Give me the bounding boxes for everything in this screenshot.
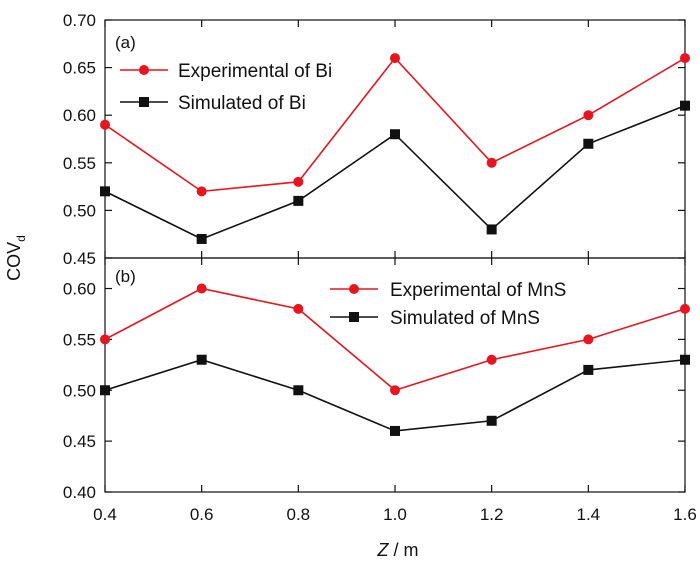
panel-b-series-2-point xyxy=(196,354,207,365)
x-tick-label: 0.4 xyxy=(93,505,117,524)
panel-b-series-1-point xyxy=(486,354,497,365)
panel-b-series-2-point xyxy=(486,415,497,426)
panel-a-series-1-point xyxy=(486,157,497,168)
panel-b-series-2-point xyxy=(293,385,304,396)
panel-a-series-2-point xyxy=(196,233,207,244)
panel-b: 0.40 0.45 0.50 0.55 0.60 (b) Experimental of M… xyxy=(63,257,690,502)
panel-a-series-1-point xyxy=(293,176,304,187)
panel-a-series-2-point xyxy=(680,100,690,111)
panel-a-series-2-point xyxy=(583,138,594,149)
panel-b-series-2 xyxy=(100,354,690,436)
panel-b-y-tick-label: 0.60 xyxy=(63,280,96,299)
panel-a-series-1-point xyxy=(100,119,110,130)
panel-b-y-tick-label: 0.40 xyxy=(63,483,96,502)
panel-b-series-1-point xyxy=(293,303,304,314)
x-tick-labels: 0.4 0.6 0.8 1.0 1.2 1.4 1.6 xyxy=(93,505,697,524)
x-tick-label: 1.0 xyxy=(383,505,407,524)
panel-b-legend-marker xyxy=(349,312,359,322)
panel-b-y-tick-label: 0.45 xyxy=(63,432,96,451)
x-tick-label: 1.4 xyxy=(577,505,601,524)
panel-a-y-tick-label: 0.70 xyxy=(63,11,96,30)
panel-b-series-2-point xyxy=(583,364,594,375)
x-tick-label: 1.6 xyxy=(673,505,697,524)
panel-b-series-2-point xyxy=(680,354,690,365)
y-axis-label-subscript: d xyxy=(14,235,28,242)
panel-a-legend-label: Experimental of Bi xyxy=(178,61,332,82)
panel-b-series-1-point xyxy=(680,303,690,314)
panel-a-series-1-point xyxy=(680,53,690,64)
panel-a-y-tick-label: 0.45 xyxy=(63,249,96,268)
x-tick-label: 0.6 xyxy=(190,505,214,524)
x-tick-label: 0.8 xyxy=(287,505,311,524)
panel-b-series-1-line xyxy=(104,287,686,392)
panel-a-series-2-point xyxy=(100,186,110,197)
x-axis-label: Z / m xyxy=(377,540,419,560)
panel-a-y-tick-label: 0.65 xyxy=(63,59,96,78)
panel-b-legend-entry-2: Simulated of MnS xyxy=(330,308,540,329)
plot-area: 0.45 0.50 0.55 0.60 0.65 0.70 (a) Experimental … xyxy=(63,11,697,524)
panel-a-y-tick-label: 0.55 xyxy=(63,154,96,173)
y-axis-label-main: COV xyxy=(4,242,24,281)
panel-a-y-tick-label: 0.50 xyxy=(63,201,96,220)
panel-a-legend-label: Simulated of Bi xyxy=(178,93,306,114)
panel-a-y-tick-label: 0.60 xyxy=(63,106,96,125)
panel-a-legend-marker xyxy=(139,97,149,107)
panel-b-legend-entry-1: Experimental of MnS xyxy=(330,280,566,301)
panel-a-series-1 xyxy=(100,53,690,197)
panel-b-legend-marker xyxy=(349,284,359,294)
panel-a-series-1-point xyxy=(390,53,400,64)
panel-b-series-1-point xyxy=(196,283,207,294)
panel-a-series-1-point xyxy=(583,110,594,121)
panel-b-y-tick-label: 0.55 xyxy=(63,330,96,349)
x-axis-label-italic: Z xyxy=(377,540,390,560)
panel-a-series-1-point xyxy=(196,186,207,197)
y-axis-label: COVd xyxy=(4,235,28,281)
panel-b-series-2-point xyxy=(390,425,400,436)
panel-a-series-2 xyxy=(100,100,690,244)
panel-b-y-tick-label: 0.50 xyxy=(63,381,96,400)
panel-a-label: (a) xyxy=(115,33,136,52)
panel-b-series-1 xyxy=(100,283,690,396)
panel-b-series-1-point xyxy=(390,385,400,396)
panel-a-series-2-point xyxy=(293,195,304,206)
panel-a-legend-entry-1: Experimental of Bi xyxy=(120,61,332,82)
panel-b-series-2-point xyxy=(100,385,110,396)
panel-a-series-2-point xyxy=(390,129,400,140)
panel-b-legend-label: Experimental of MnS xyxy=(390,280,566,301)
panel-a-series-2-point xyxy=(486,224,497,235)
panel-a-legend-marker xyxy=(139,65,149,75)
panel-b-label: (b) xyxy=(115,267,136,286)
panel-a-legend-entry-2: Simulated of Bi xyxy=(120,93,306,114)
panel-b-series-2-line xyxy=(104,358,686,432)
panel-a: 0.45 0.50 0.55 0.60 0.65 0.70 (a) Experimental … xyxy=(63,11,690,268)
panel-a-series-2-line xyxy=(104,104,686,240)
x-axis-label-unit: / m xyxy=(389,540,419,560)
x-tick-label: 1.2 xyxy=(480,505,504,524)
panel-b-legend-label: Simulated of MnS xyxy=(390,308,540,329)
panel-b-series-1-point xyxy=(583,334,594,345)
panel-b-series-1-point xyxy=(100,334,110,345)
